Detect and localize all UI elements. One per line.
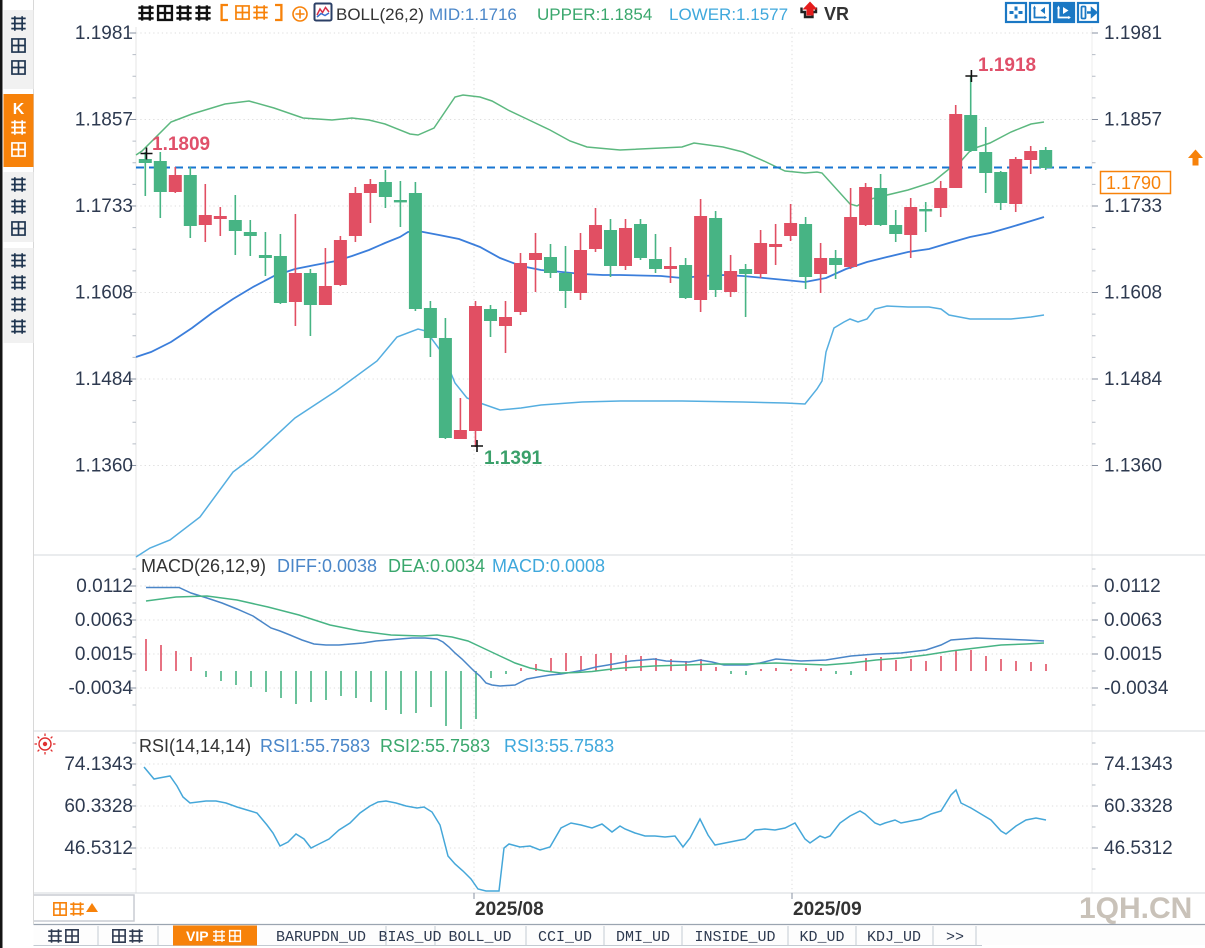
svg-text:BOLL_UD: BOLL_UD [448, 929, 511, 946]
svg-text:RSI1:55.7583: RSI1:55.7583 [260, 736, 370, 756]
svg-text:1.1857: 1.1857 [75, 110, 133, 131]
svg-text:MACD:0.0008: MACD:0.0008 [492, 556, 605, 576]
svg-text:1.1360: 1.1360 [1104, 456, 1162, 477]
svg-text:0.0112: 0.0112 [1104, 576, 1161, 597]
svg-text:UPPER:1.1854: UPPER:1.1854 [537, 5, 652, 24]
svg-text:0.0015: 0.0015 [75, 644, 133, 665]
svg-text:-0.0034: -0.0034 [1104, 678, 1169, 699]
svg-text:-0.0034: -0.0034 [69, 678, 134, 699]
svg-text:1.1918: 1.1918 [978, 55, 1036, 76]
svg-text:1.1809: 1.1809 [152, 134, 210, 155]
svg-text:DEA:0.0034: DEA:0.0034 [388, 556, 485, 576]
svg-text:0.0015: 0.0015 [1104, 644, 1162, 665]
svg-text:2025/09: 2025/09 [793, 899, 862, 920]
svg-text:BOLL(26,2): BOLL(26,2) [336, 5, 424, 24]
svg-text:VR: VR [824, 4, 849, 24]
svg-text:RSI(14,14,14): RSI(14,14,14) [139, 736, 251, 756]
svg-text:1.1608: 1.1608 [1104, 283, 1162, 304]
svg-text:0.0112: 0.0112 [76, 576, 133, 597]
svg-text:RSI3:55.7583: RSI3:55.7583 [504, 736, 614, 756]
svg-text:1.1484: 1.1484 [75, 369, 134, 390]
svg-text:1.1733: 1.1733 [75, 196, 133, 217]
svg-text:1.1981: 1.1981 [1104, 23, 1162, 44]
svg-text:60.3328: 60.3328 [1104, 796, 1173, 817]
svg-text:DIFF:0.0038: DIFF:0.0038 [277, 556, 377, 576]
svg-text:1.1790: 1.1790 [1106, 173, 1161, 193]
svg-text:RSI2:55.7583: RSI2:55.7583 [380, 736, 490, 756]
svg-text:MACD(26,12,9): MACD(26,12,9) [141, 556, 266, 576]
svg-text:LOWER:1.1577: LOWER:1.1577 [669, 5, 788, 24]
svg-text:1.1360: 1.1360 [75, 456, 133, 477]
svg-text:K: K [13, 101, 25, 118]
svg-text:74.1343: 74.1343 [64, 754, 133, 775]
svg-text:2025/08: 2025/08 [475, 899, 544, 920]
svg-text:1.1733: 1.1733 [1104, 196, 1162, 217]
svg-text:MID:1.1716: MID:1.1716 [429, 5, 517, 24]
svg-text:0.0063: 0.0063 [75, 610, 133, 631]
svg-text:BIAS_UD: BIAS_UD [378, 929, 441, 946]
svg-text:KDJ_UD: KDJ_UD [867, 929, 921, 946]
svg-text:1.1857: 1.1857 [1104, 110, 1162, 131]
svg-text:46.5312: 46.5312 [64, 838, 133, 859]
svg-text:1QH.CN: 1QH.CN [1079, 892, 1192, 925]
svg-text:KD_UD: KD_UD [799, 929, 844, 946]
svg-text:DMI_UD: DMI_UD [616, 929, 670, 946]
svg-text:INSIDE_UD: INSIDE_UD [694, 929, 775, 946]
svg-text:1.1391: 1.1391 [484, 448, 543, 469]
svg-text:BARUPDN_UD: BARUPDN_UD [276, 929, 366, 946]
svg-text:1.1484: 1.1484 [1104, 369, 1163, 390]
svg-text:46.5312: 46.5312 [1104, 838, 1173, 859]
svg-text:CCI_UD: CCI_UD [538, 929, 592, 946]
svg-text:>>: >> [946, 929, 964, 946]
svg-text:1.1981: 1.1981 [75, 23, 133, 44]
svg-text:VIP: VIP [186, 928, 209, 944]
svg-text:1.1608: 1.1608 [75, 283, 133, 304]
svg-text:0.0063: 0.0063 [1104, 610, 1162, 631]
svg-text:74.1343: 74.1343 [1104, 754, 1173, 775]
svg-text:60.3328: 60.3328 [64, 796, 133, 817]
